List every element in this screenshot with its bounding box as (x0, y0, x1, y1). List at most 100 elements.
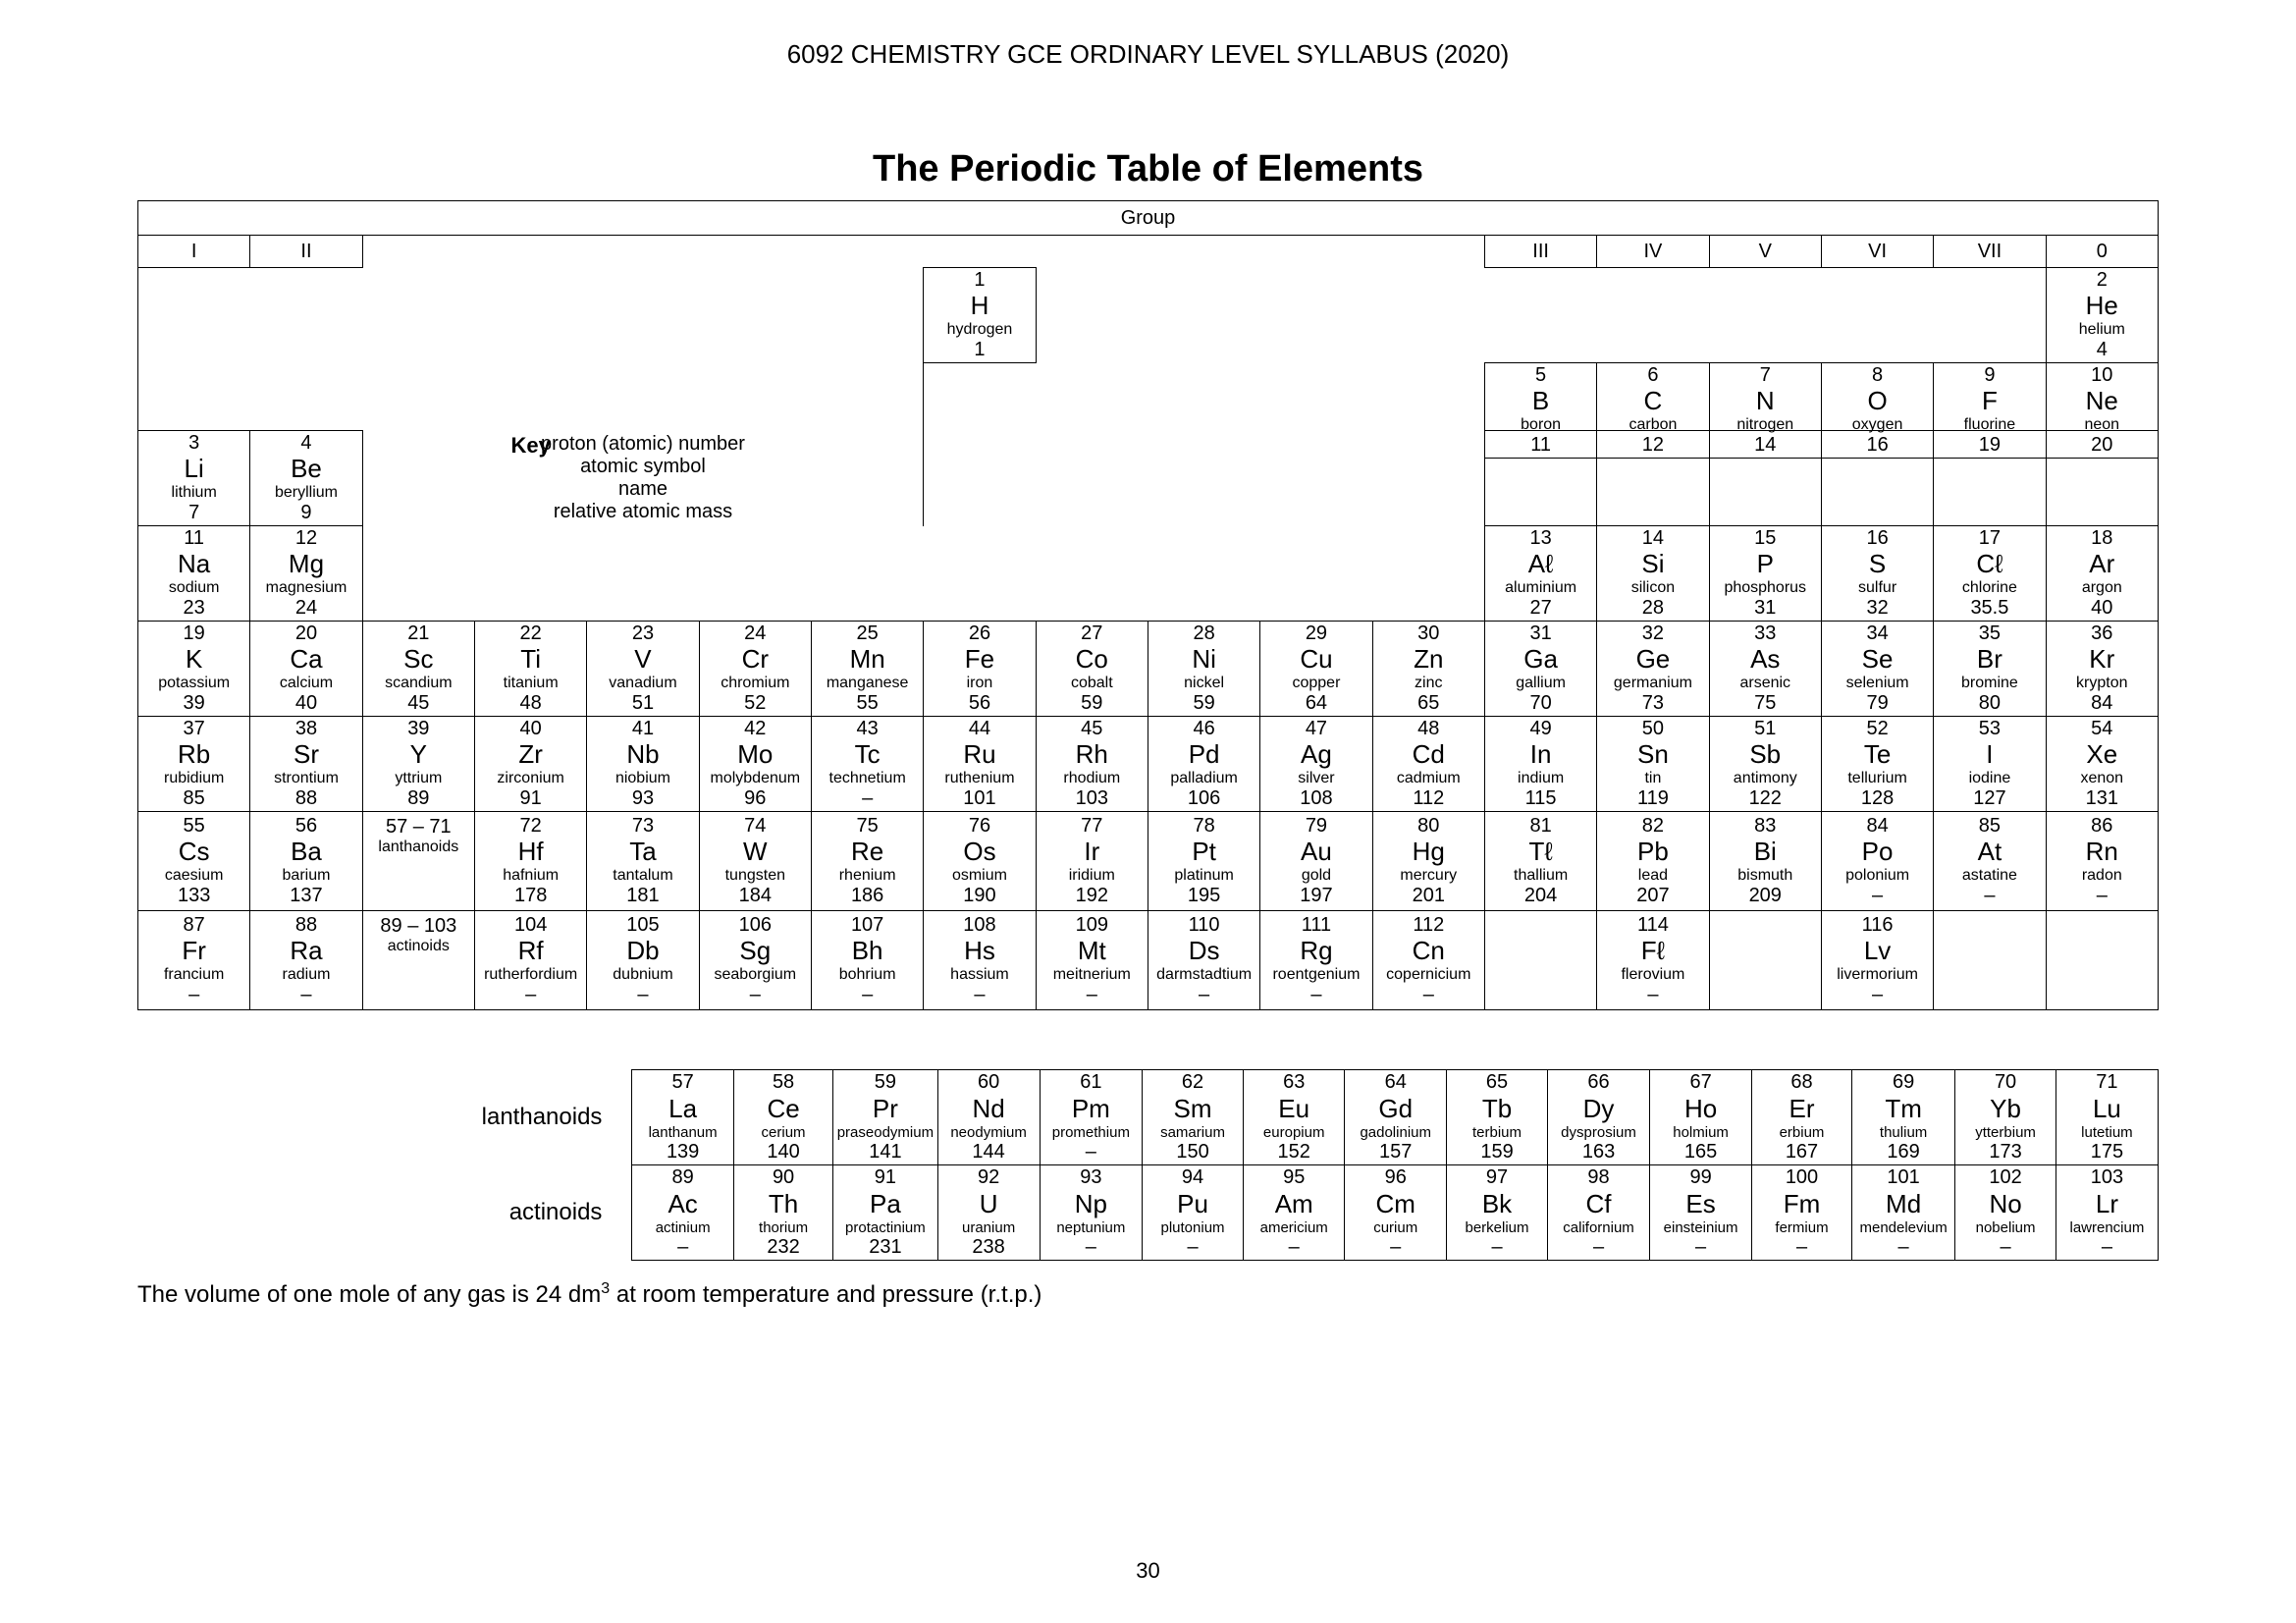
mass: 51 (587, 692, 698, 715)
nm: vanadium (587, 675, 698, 692)
mass: 88 (250, 787, 361, 810)
sym: Ta (587, 838, 698, 867)
nm: actinium (632, 1219, 732, 1236)
key-line: atomic symbol (363, 456, 924, 478)
z: 3 (138, 432, 249, 455)
sym: La (632, 1094, 732, 1124)
nm: tungsten (700, 867, 811, 885)
z: 84 (1822, 815, 1933, 838)
element-Bh: 107Bhbohrium– (811, 911, 923, 1010)
mass: 165 (1650, 1141, 1751, 1163)
element-Xe: 54Xexenon131 (2046, 717, 2158, 812)
mass: 89 (363, 787, 474, 810)
mass: 28 (1597, 597, 1708, 620)
sym: Sm (1143, 1094, 1243, 1124)
blank-117 (1934, 911, 2046, 1010)
element-Be: 4Beberyllium9 (250, 431, 362, 526)
element-Ni: 28Ninickel59 (1148, 622, 1259, 717)
z: 29 (1260, 622, 1371, 645)
sym: Hg (1373, 838, 1484, 867)
nm: arsenic (1710, 675, 1821, 692)
mass: 184 (700, 885, 811, 907)
element-Ho: 67Hoholmium165 (1650, 1070, 1752, 1165)
sym: Fℓ (1597, 937, 1708, 966)
element-Bi: 83Bibismuth209 (1709, 812, 1821, 911)
element-Pu: 94Puplutonium– (1143, 1165, 1244, 1261)
nm: radon (2047, 867, 2158, 885)
mass: 40 (2047, 597, 2158, 620)
z: 21 (363, 622, 474, 645)
nm: hafnium (475, 867, 586, 885)
nm: germanium (1597, 675, 1708, 692)
z: 114 (1597, 914, 1708, 937)
mass: 175 (2056, 1141, 2158, 1163)
mass: 159 (1447, 1141, 1547, 1163)
lanthanoids-range: 57 – 71lanthanoids (362, 812, 474, 911)
nm: chlorine (1934, 579, 2045, 597)
element-Rh: 45Rhrhodium103 (1036, 717, 1148, 812)
z: 48 (1373, 718, 1484, 740)
element-Lu: 71Lulutetium175 (2056, 1070, 2158, 1165)
z: 41 (587, 718, 698, 740)
nm: argon (2047, 579, 2158, 597)
sym: Po (1822, 838, 1933, 867)
nm: polonium (1822, 867, 1933, 885)
element-Th: 90Ththorium232 (733, 1165, 832, 1261)
sym: Cℓ (1934, 550, 2045, 579)
sym: Rf (475, 937, 586, 966)
mass: – (1597, 984, 1708, 1006)
z: 67 (1650, 1071, 1751, 1094)
nm: iridium (1037, 867, 1148, 885)
z: 88 (250, 914, 361, 937)
nm: thulium (1852, 1124, 1954, 1141)
nm: rubidium (138, 770, 249, 787)
period-6: 55Cscaesium133 56Babarium137 57 – 71lant… (138, 812, 2159, 911)
sym: Aℓ (1485, 550, 1596, 579)
element-Yb: 70Ybytterbium173 (1955, 1070, 2056, 1165)
z: 101 (1852, 1166, 1954, 1189)
sym: Cd (1373, 740, 1484, 770)
nm: hassium (924, 966, 1035, 984)
sym: Tℓ (1485, 838, 1596, 867)
nm: seaborgium (700, 966, 811, 984)
sym: Ce (734, 1094, 832, 1124)
mass: 140 (734, 1141, 832, 1163)
page: 6092 CHEMISTRY GCE ORDINARY LEVEL SYLLAB… (0, 0, 2296, 1623)
z: 19 (138, 622, 249, 645)
z: 11 (138, 527, 249, 550)
element-Tc: 43Tctechnetium– (811, 717, 923, 812)
element-Kr: 36Krkrypton84 (2046, 622, 2158, 717)
element-La: 57Lalanthanum139 (632, 1070, 733, 1165)
mass: 85 (138, 787, 249, 810)
group-names-row: I II III IV V VI VII 0 (138, 236, 2159, 268)
mass: – (2056, 1236, 2158, 1259)
element-Co: 27Cocobalt59 (1036, 622, 1148, 717)
z: 75 (812, 815, 923, 838)
z: 20 (250, 622, 361, 645)
z: 81 (1485, 815, 1596, 838)
element-Mn: 25Mnmanganese55 (811, 622, 923, 717)
period-4: 19Kpotassium39 20Cacalcium40 21Scscandiu… (138, 622, 2159, 717)
nm: palladium (1148, 770, 1259, 787)
element-Ca: 20Cacalcium40 (250, 622, 362, 717)
nm: cadmium (1373, 770, 1484, 787)
z: 53 (1934, 718, 2045, 740)
z: 66 (1548, 1071, 1649, 1094)
element-Ag: 47Agsilver108 (1260, 717, 1372, 812)
sym: Ga (1485, 645, 1596, 675)
sym: P (1710, 550, 1821, 579)
mass: – (1447, 1236, 1547, 1259)
element-Ti: 22Tititanium48 (474, 622, 586, 717)
group-1: I (138, 236, 250, 268)
nm: titanium (475, 675, 586, 692)
element-K: 19Kpotassium39 (138, 622, 250, 717)
nm: dubnium (587, 966, 698, 984)
sym: Mn (812, 645, 923, 675)
nm: bohrium (812, 966, 923, 984)
nm: cobalt (1037, 675, 1148, 692)
element-Cn: 112Cncopernicium– (1372, 911, 1484, 1010)
mass: 204 (1485, 885, 1596, 907)
sym: Sg (700, 937, 811, 966)
mass: 186 (812, 885, 923, 907)
element-Fl: 114Fℓflerovium– (1597, 911, 1709, 1010)
